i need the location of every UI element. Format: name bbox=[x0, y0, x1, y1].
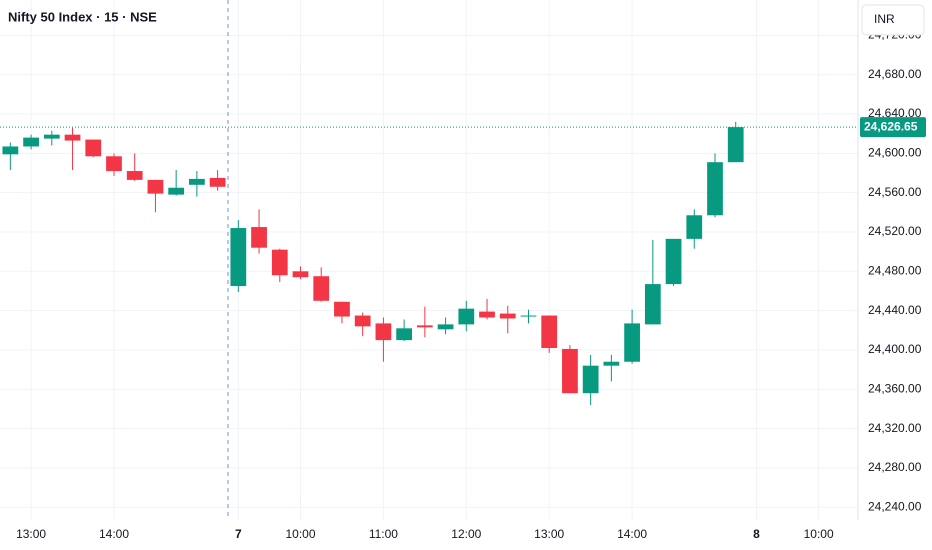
candle-body bbox=[437, 324, 454, 330]
x-tick-label: 13:00 bbox=[534, 527, 564, 541]
candle-body bbox=[665, 238, 682, 285]
candle-body bbox=[499, 313, 516, 319]
candle-body bbox=[43, 134, 60, 139]
candle-body bbox=[85, 139, 102, 157]
grid bbox=[0, 0, 858, 520]
candle-body bbox=[582, 365, 599, 394]
currency-label[interactable]: INR bbox=[874, 12, 895, 26]
candle-body bbox=[644, 284, 661, 325]
candle-body bbox=[562, 348, 578, 394]
candle-body bbox=[2, 146, 19, 155]
last-price-label: 24,626.65 bbox=[864, 119, 918, 133]
y-tick-label: 24,240.00 bbox=[868, 499, 922, 513]
candle-body bbox=[126, 171, 143, 180]
y-tick-label: 24,360.00 bbox=[868, 381, 922, 395]
candle-body bbox=[106, 156, 122, 172]
candle-body bbox=[479, 311, 495, 318]
x-tick-label: 13:00 bbox=[16, 527, 46, 541]
y-tick-label: 24,320.00 bbox=[868, 421, 922, 435]
y-tick-label: 24,680.00 bbox=[868, 67, 922, 81]
x-tick-label: 7 bbox=[235, 527, 242, 541]
candle-body bbox=[686, 215, 703, 239]
x-tick-label: 14:00 bbox=[617, 527, 647, 541]
axis-labels: 24,240.00 24,280.00 24,320.00 24,360.00 24,4… bbox=[16, 28, 926, 541]
candle-body bbox=[313, 276, 330, 301]
candle-body bbox=[458, 308, 475, 325]
candle-body bbox=[334, 301, 350, 317]
candle-body bbox=[541, 315, 558, 348]
x-tick-label: 10:00 bbox=[804, 527, 834, 541]
y-tick-label: 24,280.00 bbox=[868, 460, 922, 474]
y-tick-label: 24,440.00 bbox=[868, 303, 922, 317]
candle-body bbox=[603, 361, 620, 366]
y-tick-label: 24,560.00 bbox=[868, 185, 922, 199]
candle-body bbox=[251, 227, 267, 248]
candles bbox=[0, 121, 858, 405]
candle-body bbox=[209, 177, 226, 187]
candle-body bbox=[707, 162, 723, 216]
candle-body bbox=[520, 315, 537, 317]
y-tick-label: 24,480.00 bbox=[868, 263, 922, 277]
y-tick-label: 24,520.00 bbox=[868, 224, 922, 238]
candle-body bbox=[354, 315, 371, 327]
candle-body bbox=[624, 323, 640, 362]
candle-body bbox=[64, 134, 81, 141]
last-price-box bbox=[860, 117, 926, 138]
candle-body bbox=[375, 323, 392, 341]
x-tick-label: 12:00 bbox=[451, 527, 481, 541]
candle-body bbox=[416, 325, 433, 328]
candle-body bbox=[727, 127, 744, 163]
candle-body bbox=[147, 179, 164, 194]
currency-button[interactable] bbox=[861, 4, 925, 36]
candle-body bbox=[189, 178, 205, 185]
candle-body bbox=[396, 328, 413, 341]
y-tick-label: 24,640.00 bbox=[868, 106, 922, 120]
candle-body bbox=[168, 187, 185, 195]
candle-body bbox=[230, 228, 247, 287]
candle-body bbox=[23, 137, 39, 147]
x-tick-label: 11:00 bbox=[369, 527, 398, 541]
chart-title: Nifty 50 Index · 15 · NSE bbox=[8, 9, 157, 24]
y-tick-label: 24,400.00 bbox=[868, 342, 922, 356]
y-tick-label: 24,600.00 bbox=[868, 146, 922, 160]
candle-body bbox=[271, 249, 288, 276]
candle-body bbox=[292, 271, 309, 278]
x-tick-label: 10:00 bbox=[285, 527, 315, 541]
x-tick-label: 14:00 bbox=[99, 527, 129, 541]
x-tick-label: 8 bbox=[753, 527, 760, 541]
